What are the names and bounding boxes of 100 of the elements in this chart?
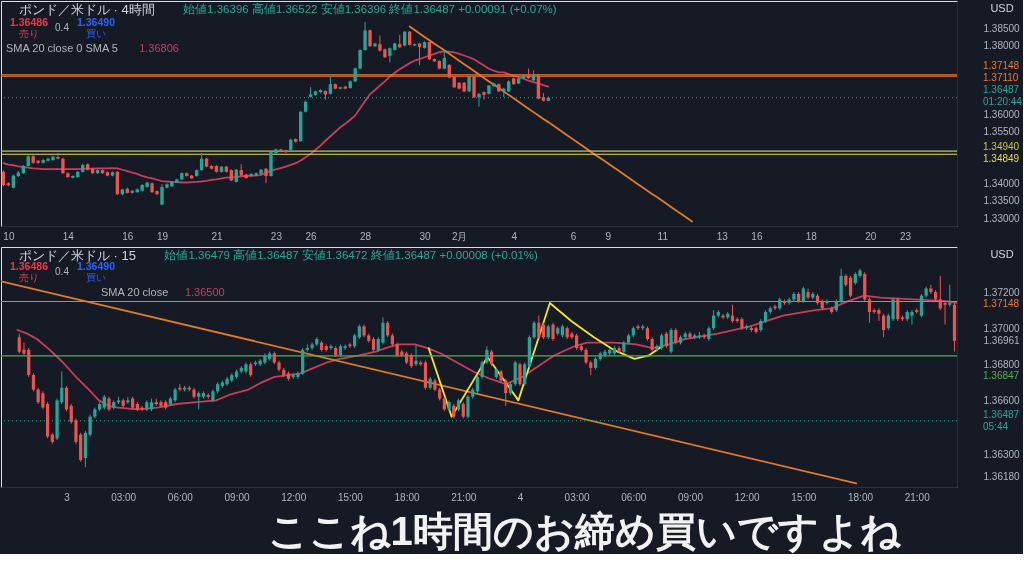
ref-line-label: 1.37148: [983, 60, 1020, 72]
y-tick-label: 1.36300: [983, 449, 1021, 461]
candlestick: [56, 152, 60, 160]
candlestick: [41, 390, 45, 410]
x-tick-label: 03:00: [564, 491, 591, 503]
ref-line-label: 1.37148: [983, 298, 1020, 310]
text: 05:44: [983, 420, 1009, 432]
candlestick: [159, 399, 163, 409]
x-tick-label: 12:00: [734, 491, 761, 503]
y-tick-label: 1.35500: [983, 126, 1021, 138]
candlestick: [551, 322, 555, 342]
y-tick-label: 1.36000: [983, 109, 1021, 121]
candlestick: [301, 347, 305, 376]
annotation: SMA 20 close: [101, 286, 169, 298]
candlestick: [480, 360, 484, 380]
x-tick-label: 10: [3, 230, 15, 242]
candlestick: [466, 394, 470, 419]
x-tick-label: 12:00: [281, 491, 307, 503]
chart-subtitle: 始値1.36479 高値1.36487 安値1.36472 終値1.36487 +0.00008 (+0.01%): [164, 248, 539, 261]
candlestick: [513, 360, 517, 387]
candlestick: [64, 385, 69, 412]
annotation: 1.36490: [77, 260, 116, 272]
text: ここね1時間のお締め買いですよね: [267, 509, 902, 554]
candlestick: [603, 349, 607, 358]
x-tick-label: 14: [62, 230, 75, 242]
candlestick: [329, 343, 333, 351]
annotation: SMA 20 close 0 SMA 5: [6, 42, 118, 54]
candlestick: [472, 75, 476, 99]
ref-line-label: 1.36487: [983, 408, 1020, 420]
x-tick-label: 19: [156, 230, 169, 242]
annotation: 0.4: [55, 22, 70, 33]
candlestick: [919, 293, 924, 318]
candlestick: [414, 343, 418, 367]
chart-title: ポンド／米ドル · 4時間: [19, 2, 155, 17]
candlestick: [126, 396, 130, 405]
x-tick-label: 09:00: [224, 491, 250, 503]
x-tick-label: 03:00: [111, 491, 137, 503]
ref-line-label: 1.34940: [983, 140, 1020, 152]
annotation: 売り: [19, 28, 39, 39]
x-tick-label: 15:00: [337, 491, 364, 503]
text: USD: [990, 2, 1014, 14]
x-tick-label: 26: [305, 230, 318, 242]
y-tick-label: 1.33500: [983, 195, 1021, 207]
candlestick: [882, 313, 886, 338]
candlestick: [197, 390, 201, 410]
annotation: 1.36500: [184, 286, 225, 298]
x-tick-label: 6: [570, 230, 577, 242]
x-tick-label: 21:00: [451, 491, 477, 503]
x-tick-label: 28: [360, 230, 372, 242]
annotation: 1.36806: [139, 42, 179, 54]
annotation: 売り: [19, 272, 39, 283]
candlestick: [669, 327, 673, 354]
x-tick-label: 30: [419, 230, 432, 242]
y-tick-label: 1.36600: [983, 394, 1021, 406]
candlestick: [688, 331, 692, 340]
ref-line-label: 1.37110: [983, 72, 1019, 84]
x-tick-label: 15:00: [791, 491, 817, 503]
candlestick: [348, 342, 352, 349]
chart-title: ポンド／米ドル · 15: [19, 248, 137, 263]
text: 01:20:44: [983, 96, 1023, 108]
x-tick-label: 21: [211, 230, 223, 242]
candlestick: [867, 297, 872, 324]
candlestick: [264, 167, 268, 184]
x-tick-label: 20: [865, 230, 877, 242]
y-tick-label: 1.34000: [983, 178, 1021, 190]
candlestick: [636, 324, 640, 331]
candlestick: [537, 315, 541, 340]
candlestick: [896, 297, 900, 322]
chart-subtitle: 始値1.36396 高値1.36522 安値1.36396 終値1.36487 +0.00091 (+0.07%): [183, 2, 557, 15]
x-tick-label: 2月: [451, 230, 468, 242]
ref-line-label: 1.36487: [983, 84, 1020, 96]
annotation: 買い: [86, 272, 106, 283]
x-tick-label: 23: [270, 230, 283, 242]
candlestick: [363, 21, 367, 52]
x-tick-label: 4: [517, 491, 524, 503]
x-tick-label: 16: [122, 230, 134, 242]
x-tick-label: 4: [511, 230, 518, 242]
y-tick-label: 1.33000: [983, 212, 1021, 224]
x-tick-label: 18:00: [394, 491, 421, 503]
candlestick: [877, 307, 881, 322]
line-series: [2, 50, 550, 184]
candlestick: [523, 361, 527, 387]
candlestick: [178, 383, 182, 392]
candlestick: [532, 320, 536, 340]
candlestick: [754, 325, 758, 335]
y-tick-label: 1.36180: [983, 470, 1021, 482]
y-tick-label: 1.38000: [983, 40, 1021, 52]
x-tick-label: 09:00: [677, 491, 704, 503]
candlestick: [948, 284, 952, 308]
line-series: [408, 25, 693, 223]
candlestick: [475, 374, 480, 394]
annotation: 買い: [86, 28, 106, 39]
x-tick-label: 13: [716, 230, 729, 242]
ref-line-label: 1.34849: [983, 152, 1020, 164]
x-tick-label: 9: [605, 230, 612, 242]
x-tick-label: 3: [64, 491, 71, 503]
x-tick-label: 06:00: [167, 491, 194, 503]
y-tick-label: 1.36961: [983, 334, 1021, 346]
annotation: 1.36490: [77, 16, 116, 28]
candlestick: [328, 75, 333, 96]
